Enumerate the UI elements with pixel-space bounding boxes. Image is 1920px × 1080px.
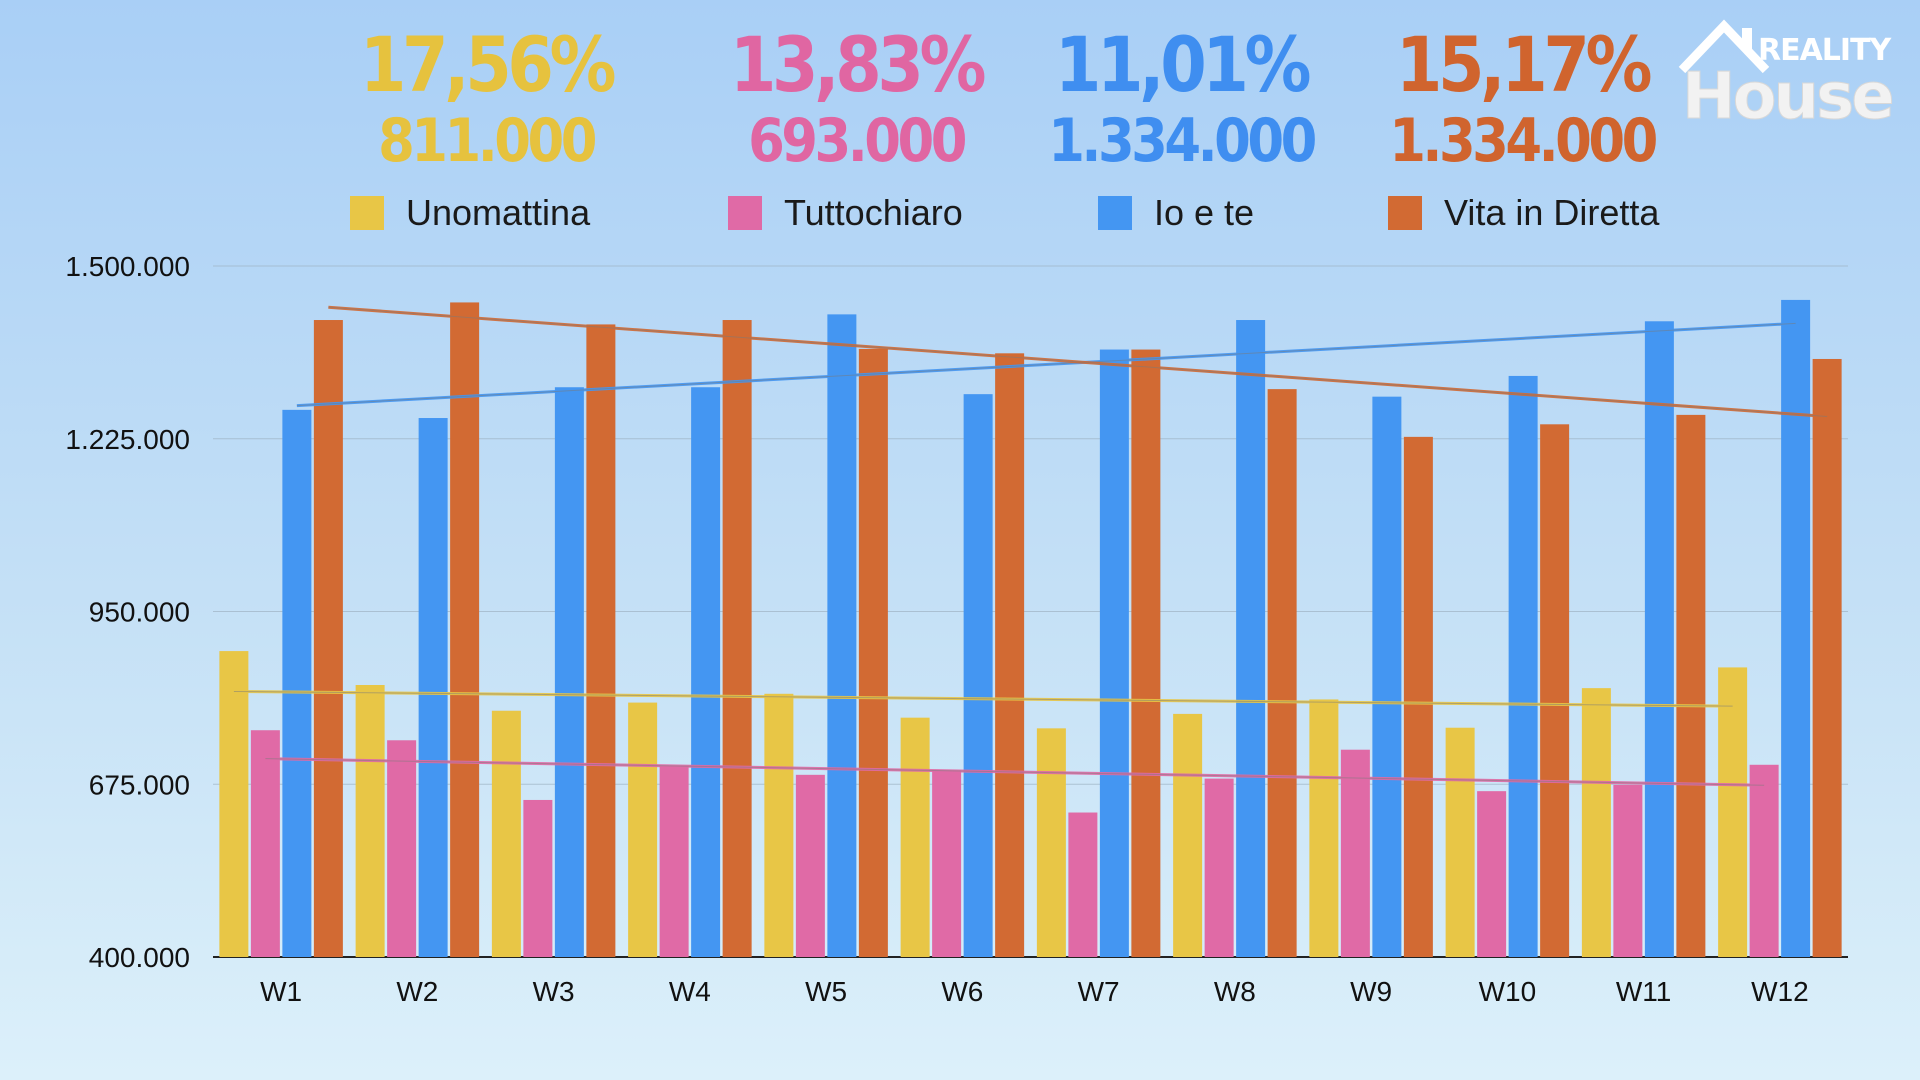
stats-header: 17,56% 811.000 13,83% 693.000 11,01% 1.3…: [0, 22, 1920, 182]
stat-value: 811.000: [378, 106, 597, 176]
x-tick-label: W1: [260, 976, 302, 1007]
stat-vita-in-diretta: 15,17% 1.334.000: [1352, 20, 1692, 176]
bar: [491, 710, 521, 957]
legend-item-unomattina: Unomattina: [350, 188, 590, 238]
bar: [795, 774, 825, 957]
logo-text-reality: REALITY: [1758, 33, 1893, 68]
bar: [1644, 321, 1674, 957]
bar: [250, 730, 280, 957]
stat-value: 693.000: [748, 106, 967, 176]
bar: [827, 314, 857, 957]
bar: [1445, 727, 1475, 957]
bar: [1267, 389, 1297, 957]
stat-value: 1.334.000: [1048, 106, 1317, 176]
trendline-shadow: [265, 758, 1765, 786]
bar: [1099, 349, 1129, 957]
bar: [691, 387, 721, 957]
bar: [387, 740, 417, 957]
bar: [1477, 791, 1507, 957]
y-tick-label: 400.000: [89, 942, 190, 973]
legend-item-tuttochiaro: Tuttochiaro: [728, 188, 963, 238]
bar: [1781, 299, 1811, 957]
x-tick-label: W4: [669, 976, 711, 1007]
legend-swatch: [1388, 196, 1422, 230]
bar: [1749, 764, 1779, 957]
stat-value: 1.334.000: [1389, 106, 1658, 176]
bar: [1718, 667, 1748, 957]
bar: [586, 324, 616, 957]
bar: [1204, 778, 1234, 957]
stat-tuttochiaro: 13,83% 693.000: [686, 20, 1026, 176]
legend-label: Io e te: [1154, 192, 1255, 233]
bar: [1508, 375, 1538, 957]
bar: [628, 702, 658, 957]
bar: [1173, 713, 1203, 957]
bar: [963, 394, 993, 958]
bar: [1309, 699, 1339, 957]
bar: [764, 693, 794, 957]
bar: [1131, 349, 1161, 957]
y-tick-label: 675.000: [89, 769, 190, 800]
trendline-shadow: [328, 306, 1828, 418]
bar: [1581, 688, 1611, 957]
trendline-shadow: [233, 690, 1733, 707]
x-tick-label: W10: [1479, 976, 1537, 1007]
legend-item-io-e-te: Io e te: [1098, 188, 1254, 238]
x-tick-label: W12: [1751, 976, 1809, 1007]
bar: [1812, 358, 1842, 957]
stat-unomattina: 17,56% 811.000: [316, 20, 656, 176]
x-tick-label: W8: [1214, 976, 1256, 1007]
y-tick-label: 1.500.000: [65, 251, 190, 282]
bar: [932, 770, 962, 957]
bar: [659, 766, 689, 957]
reality-house-logo: REALITY House: [1676, 14, 1908, 135]
bar: [1036, 728, 1066, 957]
bar: [1236, 320, 1266, 957]
bar: [355, 684, 385, 957]
legend-swatch: [350, 196, 384, 230]
bar: [1372, 396, 1402, 957]
legend-label: Vita in Diretta: [1444, 192, 1660, 233]
y-tick-label: 1.225.000: [65, 424, 190, 455]
bar: [450, 302, 480, 957]
legend-item-vita-in-diretta: Vita in Diretta: [1388, 188, 1659, 238]
x-tick-label: W6: [941, 976, 983, 1007]
bar: [313, 320, 343, 957]
stat-io-e-te: 11,01% 1.334.000: [1011, 20, 1351, 176]
bar: [995, 353, 1025, 957]
x-tick-label: W5: [805, 976, 847, 1007]
bar: [858, 348, 888, 957]
bar: [219, 651, 249, 957]
bar: [1068, 812, 1098, 957]
stat-percentage: 13,83%: [729, 20, 987, 109]
bar: [1340, 749, 1370, 957]
stat-percentage: 11,01%: [1054, 20, 1312, 109]
x-tick-label: W11: [1616, 976, 1672, 1007]
y-tick-label: 950.000: [89, 597, 190, 628]
x-tick-label: W2: [396, 976, 438, 1007]
bar: [282, 409, 312, 957]
bar: [900, 717, 930, 957]
trendline-shadow: [296, 322, 1796, 407]
bar: [554, 387, 584, 957]
bar: [1540, 424, 1570, 957]
legend-swatch: [1098, 196, 1132, 230]
x-tick-label: W9: [1350, 976, 1392, 1007]
stat-percentage: 17,56%: [359, 20, 617, 109]
bar: [1676, 414, 1706, 957]
x-tick-label: W3: [533, 976, 575, 1007]
chart-legend: Unomattina Tuttochiaro Io e te Vita in D…: [0, 188, 1920, 238]
bar: [523, 799, 553, 957]
bar: [418, 418, 448, 957]
bar: [1613, 784, 1643, 957]
stat-percentage: 15,17%: [1395, 20, 1653, 109]
legend-swatch: [728, 196, 762, 230]
x-tick-label: W7: [1078, 976, 1120, 1007]
legend-label: Unomattina: [406, 192, 591, 233]
logo-text-house: House: [1682, 60, 1892, 124]
bar: [722, 320, 752, 957]
bar: [1403, 436, 1433, 957]
legend-label: Tuttochiaro: [784, 192, 963, 233]
